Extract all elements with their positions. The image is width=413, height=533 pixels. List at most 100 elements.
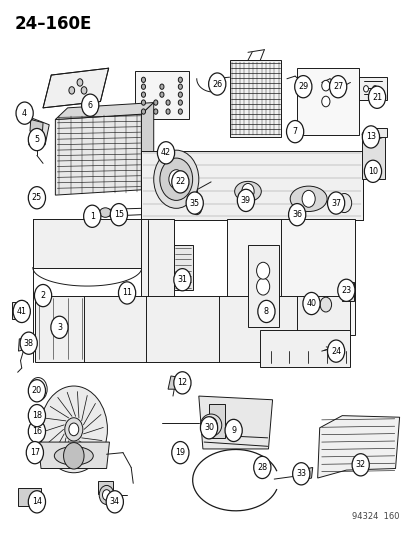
- Circle shape: [253, 456, 270, 479]
- Circle shape: [225, 419, 242, 441]
- Text: 27: 27: [332, 82, 342, 91]
- Polygon shape: [12, 302, 26, 319]
- Circle shape: [110, 204, 127, 226]
- Circle shape: [26, 441, 43, 464]
- Circle shape: [241, 183, 254, 199]
- Circle shape: [34, 285, 52, 306]
- Circle shape: [372, 86, 377, 92]
- Circle shape: [64, 442, 84, 469]
- Polygon shape: [370, 128, 387, 137]
- Circle shape: [141, 77, 145, 83]
- Circle shape: [28, 405, 45, 427]
- Text: 6: 6: [88, 101, 93, 110]
- Circle shape: [302, 293, 319, 314]
- Text: 1: 1: [90, 212, 95, 221]
- Ellipse shape: [200, 414, 221, 436]
- Text: 39: 39: [240, 196, 250, 205]
- Text: 17: 17: [30, 448, 40, 457]
- Circle shape: [321, 80, 329, 91]
- Circle shape: [173, 372, 190, 394]
- Circle shape: [256, 278, 269, 295]
- Circle shape: [153, 150, 198, 208]
- Circle shape: [28, 187, 45, 209]
- Circle shape: [319, 297, 331, 312]
- Circle shape: [159, 92, 164, 98]
- Circle shape: [69, 423, 78, 435]
- Text: 32: 32: [355, 461, 365, 470]
- Text: 7: 7: [292, 127, 297, 136]
- Text: 29: 29: [297, 82, 308, 91]
- Ellipse shape: [54, 447, 93, 465]
- Circle shape: [69, 87, 74, 94]
- Polygon shape: [38, 442, 109, 469]
- Circle shape: [368, 86, 385, 108]
- Circle shape: [157, 142, 174, 164]
- Text: 30: 30: [204, 423, 214, 432]
- Text: 14: 14: [32, 497, 42, 506]
- Circle shape: [141, 92, 145, 98]
- Text: 11: 11: [122, 288, 132, 297]
- Circle shape: [337, 279, 354, 301]
- Text: 19: 19: [175, 448, 185, 457]
- Text: 35: 35: [189, 198, 199, 207]
- Polygon shape: [43, 68, 108, 108]
- Circle shape: [81, 87, 87, 94]
- Circle shape: [28, 421, 45, 442]
- Circle shape: [28, 128, 45, 151]
- Circle shape: [159, 84, 164, 90]
- Circle shape: [256, 262, 269, 279]
- Circle shape: [99, 486, 114, 504]
- Circle shape: [177, 446, 183, 455]
- Polygon shape: [35, 296, 349, 362]
- Polygon shape: [141, 219, 174, 298]
- Polygon shape: [98, 481, 112, 494]
- Polygon shape: [174, 245, 192, 290]
- Circle shape: [204, 417, 217, 433]
- Text: 22: 22: [175, 177, 185, 187]
- Text: 37: 37: [330, 198, 340, 207]
- Polygon shape: [28, 118, 49, 145]
- Text: 15: 15: [114, 210, 123, 219]
- Polygon shape: [55, 102, 153, 119]
- Text: 18: 18: [32, 411, 42, 420]
- Circle shape: [361, 126, 379, 148]
- Circle shape: [292, 463, 309, 485]
- Circle shape: [20, 332, 37, 354]
- Circle shape: [191, 202, 201, 215]
- Circle shape: [208, 73, 225, 95]
- Circle shape: [16, 102, 33, 124]
- Text: 3: 3: [57, 323, 62, 332]
- Polygon shape: [135, 71, 188, 119]
- Circle shape: [153, 100, 157, 105]
- Circle shape: [77, 79, 83, 86]
- Polygon shape: [342, 282, 353, 301]
- Polygon shape: [358, 77, 387, 100]
- Circle shape: [40, 386, 107, 473]
- Polygon shape: [33, 219, 141, 268]
- Text: 12: 12: [177, 378, 187, 387]
- Circle shape: [321, 96, 329, 107]
- Circle shape: [64, 418, 83, 441]
- Circle shape: [81, 94, 99, 116]
- Polygon shape: [317, 416, 399, 478]
- Text: 24–160E: 24–160E: [14, 15, 92, 33]
- Text: 94324  160: 94324 160: [351, 512, 399, 521]
- Ellipse shape: [234, 181, 261, 201]
- Circle shape: [166, 100, 170, 105]
- Circle shape: [351, 454, 368, 476]
- Text: 16: 16: [32, 427, 42, 436]
- Circle shape: [178, 100, 182, 105]
- Circle shape: [141, 100, 145, 105]
- Text: 10: 10: [367, 167, 377, 176]
- Circle shape: [200, 417, 217, 439]
- Circle shape: [166, 109, 170, 114]
- Polygon shape: [297, 68, 358, 135]
- Text: 9: 9: [230, 426, 236, 435]
- Polygon shape: [260, 330, 349, 367]
- Circle shape: [34, 384, 42, 394]
- Circle shape: [29, 377, 47, 401]
- Text: 2: 2: [40, 291, 45, 300]
- Text: 26: 26: [212, 79, 222, 88]
- Polygon shape: [299, 467, 312, 481]
- Polygon shape: [168, 376, 180, 389]
